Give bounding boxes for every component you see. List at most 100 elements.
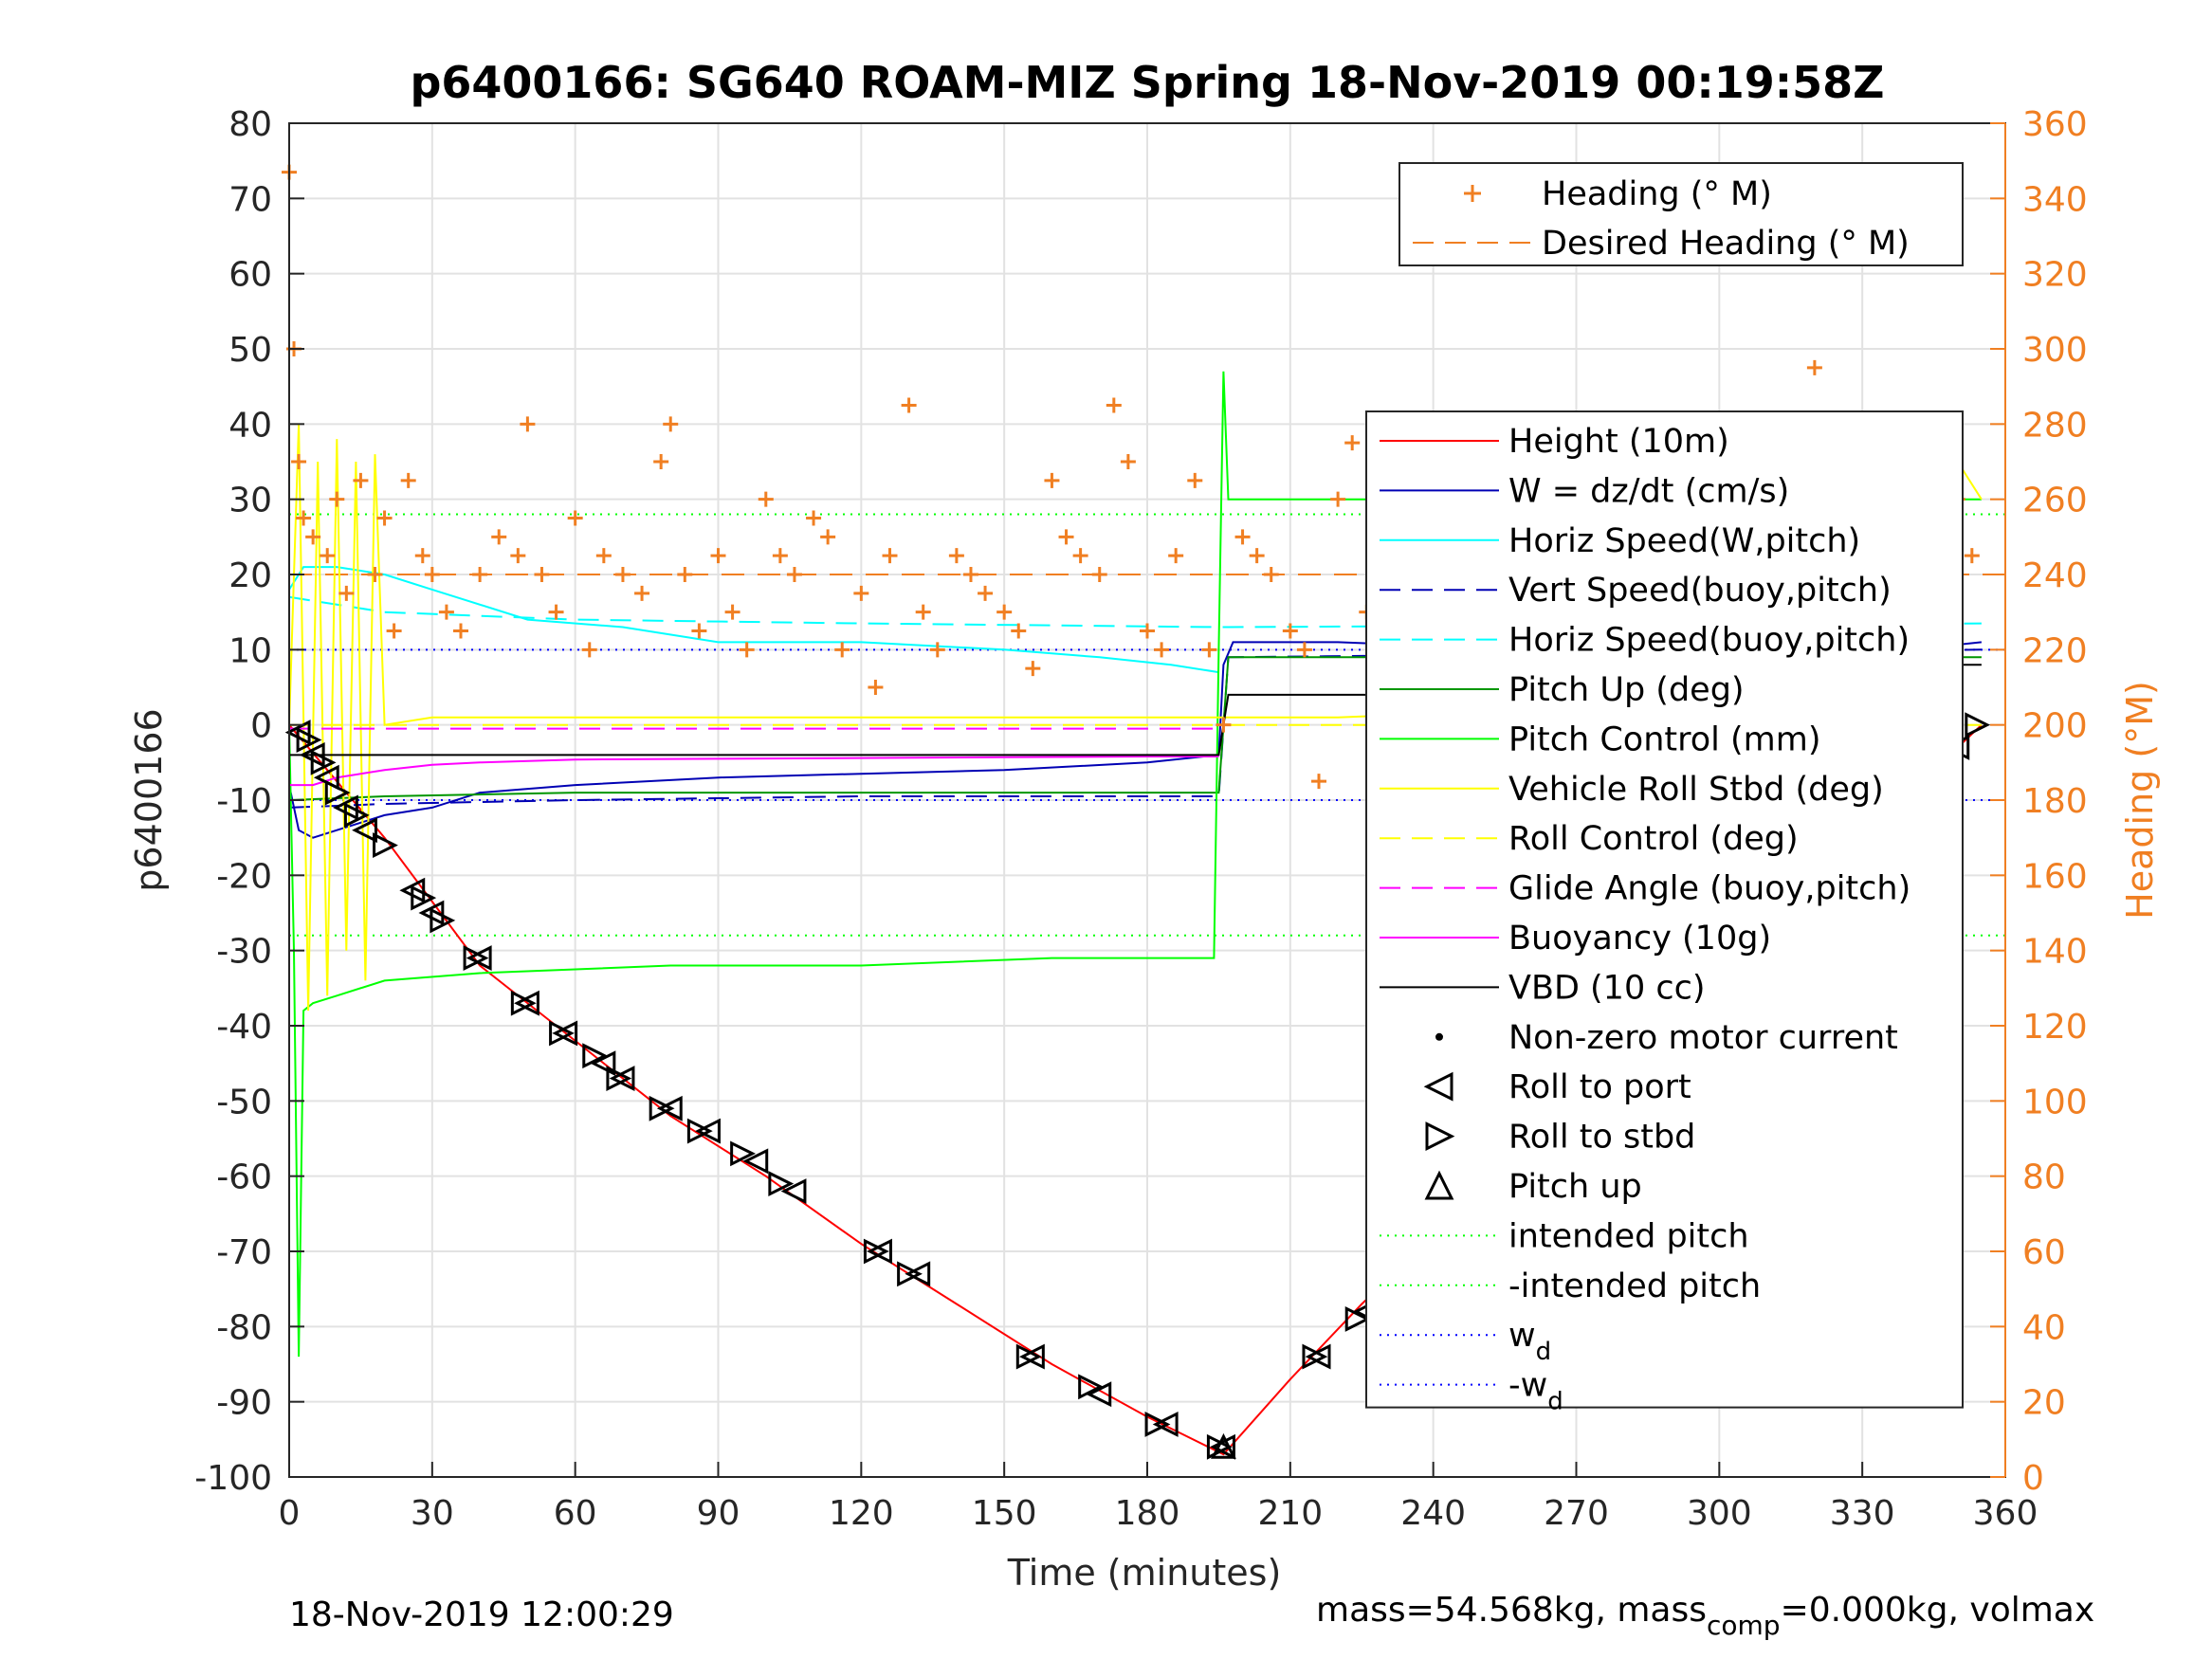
roll-stbd-marker xyxy=(649,1095,675,1121)
legend-label-subscript: d xyxy=(1536,1338,1552,1366)
roll-port-marker xyxy=(514,990,539,1016)
legend-label: Heading (° M) xyxy=(1542,175,1772,213)
heading-point xyxy=(414,548,430,564)
heading-point xyxy=(329,491,345,507)
roll-port-marker xyxy=(1305,1343,1331,1370)
roll-stbd-marker xyxy=(730,1140,756,1167)
footer-mass-tail: =0.000kg, volmax xyxy=(1781,1591,2095,1630)
x-axis-label: Time (minutes) xyxy=(1007,1552,1282,1594)
roll-port-marker xyxy=(1210,1433,1235,1460)
y-right-tick-label: 40 xyxy=(2022,1308,2066,1347)
heading-point xyxy=(1249,548,1265,564)
roll-port-marker xyxy=(695,1118,721,1144)
y-right-tick-label: 100 xyxy=(2022,1083,2088,1121)
x-tick-label: 150 xyxy=(972,1494,1037,1533)
footer-mass-sub: comp xyxy=(1707,1610,1781,1641)
y-tick-label: 20 xyxy=(229,556,272,595)
y-tick-label: -80 xyxy=(216,1308,272,1347)
y-right-tick-label: 20 xyxy=(2022,1384,2066,1423)
heading-point xyxy=(1263,567,1279,582)
x-tick-label: 90 xyxy=(697,1494,740,1533)
heading-point xyxy=(1091,567,1107,582)
heading-point xyxy=(962,567,978,582)
y-tick-label: 40 xyxy=(229,406,272,445)
y-right-tick-label: 300 xyxy=(2022,331,2088,370)
heading-point xyxy=(595,548,612,564)
heading-point xyxy=(691,623,707,639)
x-tick-label: 240 xyxy=(1400,1494,1466,1533)
x-tick-label: 330 xyxy=(1830,1494,1895,1533)
roll-stbd-marker xyxy=(1015,1343,1042,1370)
heading-point xyxy=(1120,454,1136,469)
legend-swatch xyxy=(1423,1071,1453,1102)
heading-point xyxy=(1201,642,1217,658)
roll-port-marker xyxy=(552,1020,578,1047)
y-right-tick-label: 140 xyxy=(2022,933,2088,972)
roll-port-marker xyxy=(590,1050,616,1077)
heading-point xyxy=(1154,642,1170,658)
x-tick-label: 180 xyxy=(1115,1494,1180,1533)
y-tick-label: 50 xyxy=(229,331,272,370)
x-tick-label: 210 xyxy=(1257,1494,1323,1533)
roll-stbd-marker xyxy=(1965,712,1991,738)
heading-point xyxy=(614,567,631,582)
pitch-up-marker xyxy=(1211,1432,1236,1459)
heading-point xyxy=(710,548,726,564)
heading-point xyxy=(353,472,369,488)
heading-point xyxy=(1168,548,1184,564)
heading-point xyxy=(1011,623,1027,639)
y-axis-label: p6400166 xyxy=(128,708,170,891)
y-tick-label: 30 xyxy=(229,482,272,520)
heading-point xyxy=(929,642,945,658)
roll-stbd-marker xyxy=(373,832,398,859)
roll-stbd-marker xyxy=(768,1171,795,1197)
y-right-tick-label: 280 xyxy=(2022,406,2088,445)
y-tick-label: -40 xyxy=(216,1008,272,1047)
heading-point xyxy=(901,397,917,413)
heading-point xyxy=(806,510,822,526)
x-tick-label: 0 xyxy=(279,1494,301,1533)
roll-stbd-marker xyxy=(582,1043,609,1069)
y-tick-label: -30 xyxy=(216,933,272,972)
roll-port-marker xyxy=(609,1066,635,1091)
roll-stbd-marker xyxy=(1302,1343,1328,1370)
legend-label: W = dz/dt (cm/s) xyxy=(1508,472,1789,510)
heading-point xyxy=(758,491,774,507)
footer-mass: mass=54.568kg, masscomp=0.000kg, volmax xyxy=(1316,1591,2094,1641)
x-tick-label: 60 xyxy=(554,1494,597,1533)
heading-point xyxy=(853,585,869,601)
series-line xyxy=(288,566,1219,674)
heading-point xyxy=(634,585,650,601)
heading-point xyxy=(739,642,755,658)
heading-point xyxy=(581,642,597,658)
y-right-tick-label: 240 xyxy=(2022,556,2088,595)
y-right-tick-label: 360 xyxy=(2022,105,2088,144)
heading-point xyxy=(510,548,526,564)
heading-point xyxy=(491,529,507,545)
legend-swatch xyxy=(1435,1032,1443,1041)
y-right-tick-label: 120 xyxy=(2022,1008,2088,1047)
legend-label: Vehicle Roll Stbd (deg) xyxy=(1508,771,1884,809)
roll-stbd-marker xyxy=(686,1118,713,1144)
heading-point xyxy=(424,567,440,582)
heading-point xyxy=(320,548,336,564)
heading-point xyxy=(868,680,884,695)
y-right-tick-label: 200 xyxy=(2022,707,2088,746)
legend-label: Desired Heading (° M) xyxy=(1542,225,1910,263)
y-tick-label: -100 xyxy=(194,1459,272,1498)
heading-point xyxy=(567,510,583,526)
legend-main: Height (10m) W = dz/dt (cm/s) Horiz Speed(… xyxy=(1365,410,1964,1416)
y-tick-label: -50 xyxy=(216,1083,272,1121)
y-tick-label: 10 xyxy=(229,631,272,670)
legend-swatch xyxy=(1424,1170,1454,1200)
heading-point xyxy=(915,604,931,620)
heading-point xyxy=(1216,717,1232,733)
roll-port-marker xyxy=(656,1095,683,1121)
legend-box xyxy=(1365,410,1964,1409)
y-right-tick-label: 320 xyxy=(2022,256,2088,295)
y-right-tick-label: 260 xyxy=(2022,482,2088,520)
roll-stbd-marker xyxy=(1144,1412,1171,1437)
y-right-tick-label: 340 xyxy=(2022,180,2088,219)
heading-point xyxy=(882,548,898,564)
x-tick-label: 300 xyxy=(1687,1494,1752,1533)
